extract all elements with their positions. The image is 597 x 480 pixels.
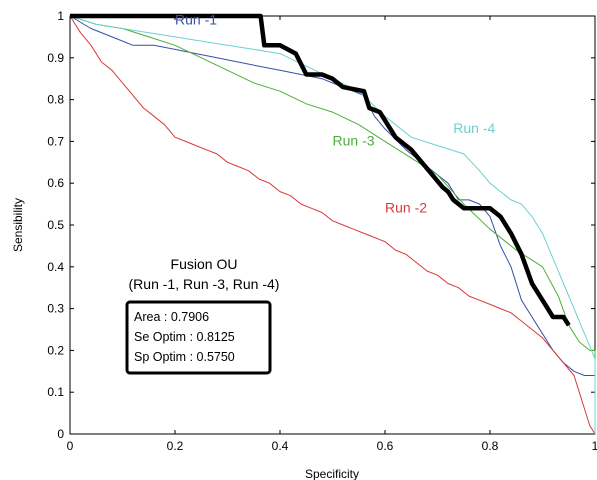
series-label-run-3: Run -3 [333, 133, 375, 149]
fusion-title: Fusion OU [171, 256, 238, 272]
y-tick-label: 0.6 [47, 176, 64, 190]
y-tick-label: 0.5 [47, 218, 64, 232]
x-tick-label: 0.8 [482, 439, 499, 453]
x-tick-label: 1 [592, 439, 597, 453]
y-tick-label: 0.9 [47, 51, 64, 65]
series-line-run-4 [69, 15, 596, 434]
y-tick-label: 0.8 [47, 93, 64, 107]
axis-ticks: 0 0.2 0.4 0.6 0.8 1 0 0.1 0.2 0.3 0.4 0.5 0.6 0.7 0.8 0… [47, 9, 597, 453]
series-labels: Run -1 Run -2 Run -3 Run -4 [175, 11, 495, 215]
fusion-subtitle: (Run -1, Run -3, Run -4) [129, 276, 280, 292]
x-tick-label: 0.2 [167, 439, 184, 453]
y-tick-label: 0.7 [47, 134, 64, 148]
y-tick-label: 0.2 [47, 343, 64, 357]
y-axis-label: Sensibility [11, 198, 25, 252]
y-tick-label: 0.3 [47, 302, 64, 316]
y-tick-label: 0.1 [47, 385, 64, 399]
stats-box [125, 300, 272, 375]
x-tick-label: 0.6 [377, 439, 394, 453]
series-label-run-2: Run -2 [385, 199, 427, 215]
y-tick-label: 0.4 [47, 260, 64, 274]
x-axis-label: Specificity [305, 467, 359, 480]
series-line-fusion [70, 13, 571, 327]
series-line-run-2 [69, 15, 596, 435]
series-label-run-4: Run -4 [453, 120, 495, 136]
stats-se-optim: Se Optim : 0.8125 [134, 330, 235, 344]
series-group [69, 13, 596, 435]
stats-sp-optim: Sp Optim : 0.5750 [134, 350, 235, 364]
stats-area: Area : 0.7906 [134, 310, 209, 324]
x-tick-label: 0 [67, 439, 74, 453]
series-label-run-1: Run -1 [175, 11, 217, 27]
x-tick-label: 0.4 [272, 439, 289, 453]
y-tick-label: 0 [57, 427, 64, 441]
y-tick-label: 1 [57, 9, 64, 23]
